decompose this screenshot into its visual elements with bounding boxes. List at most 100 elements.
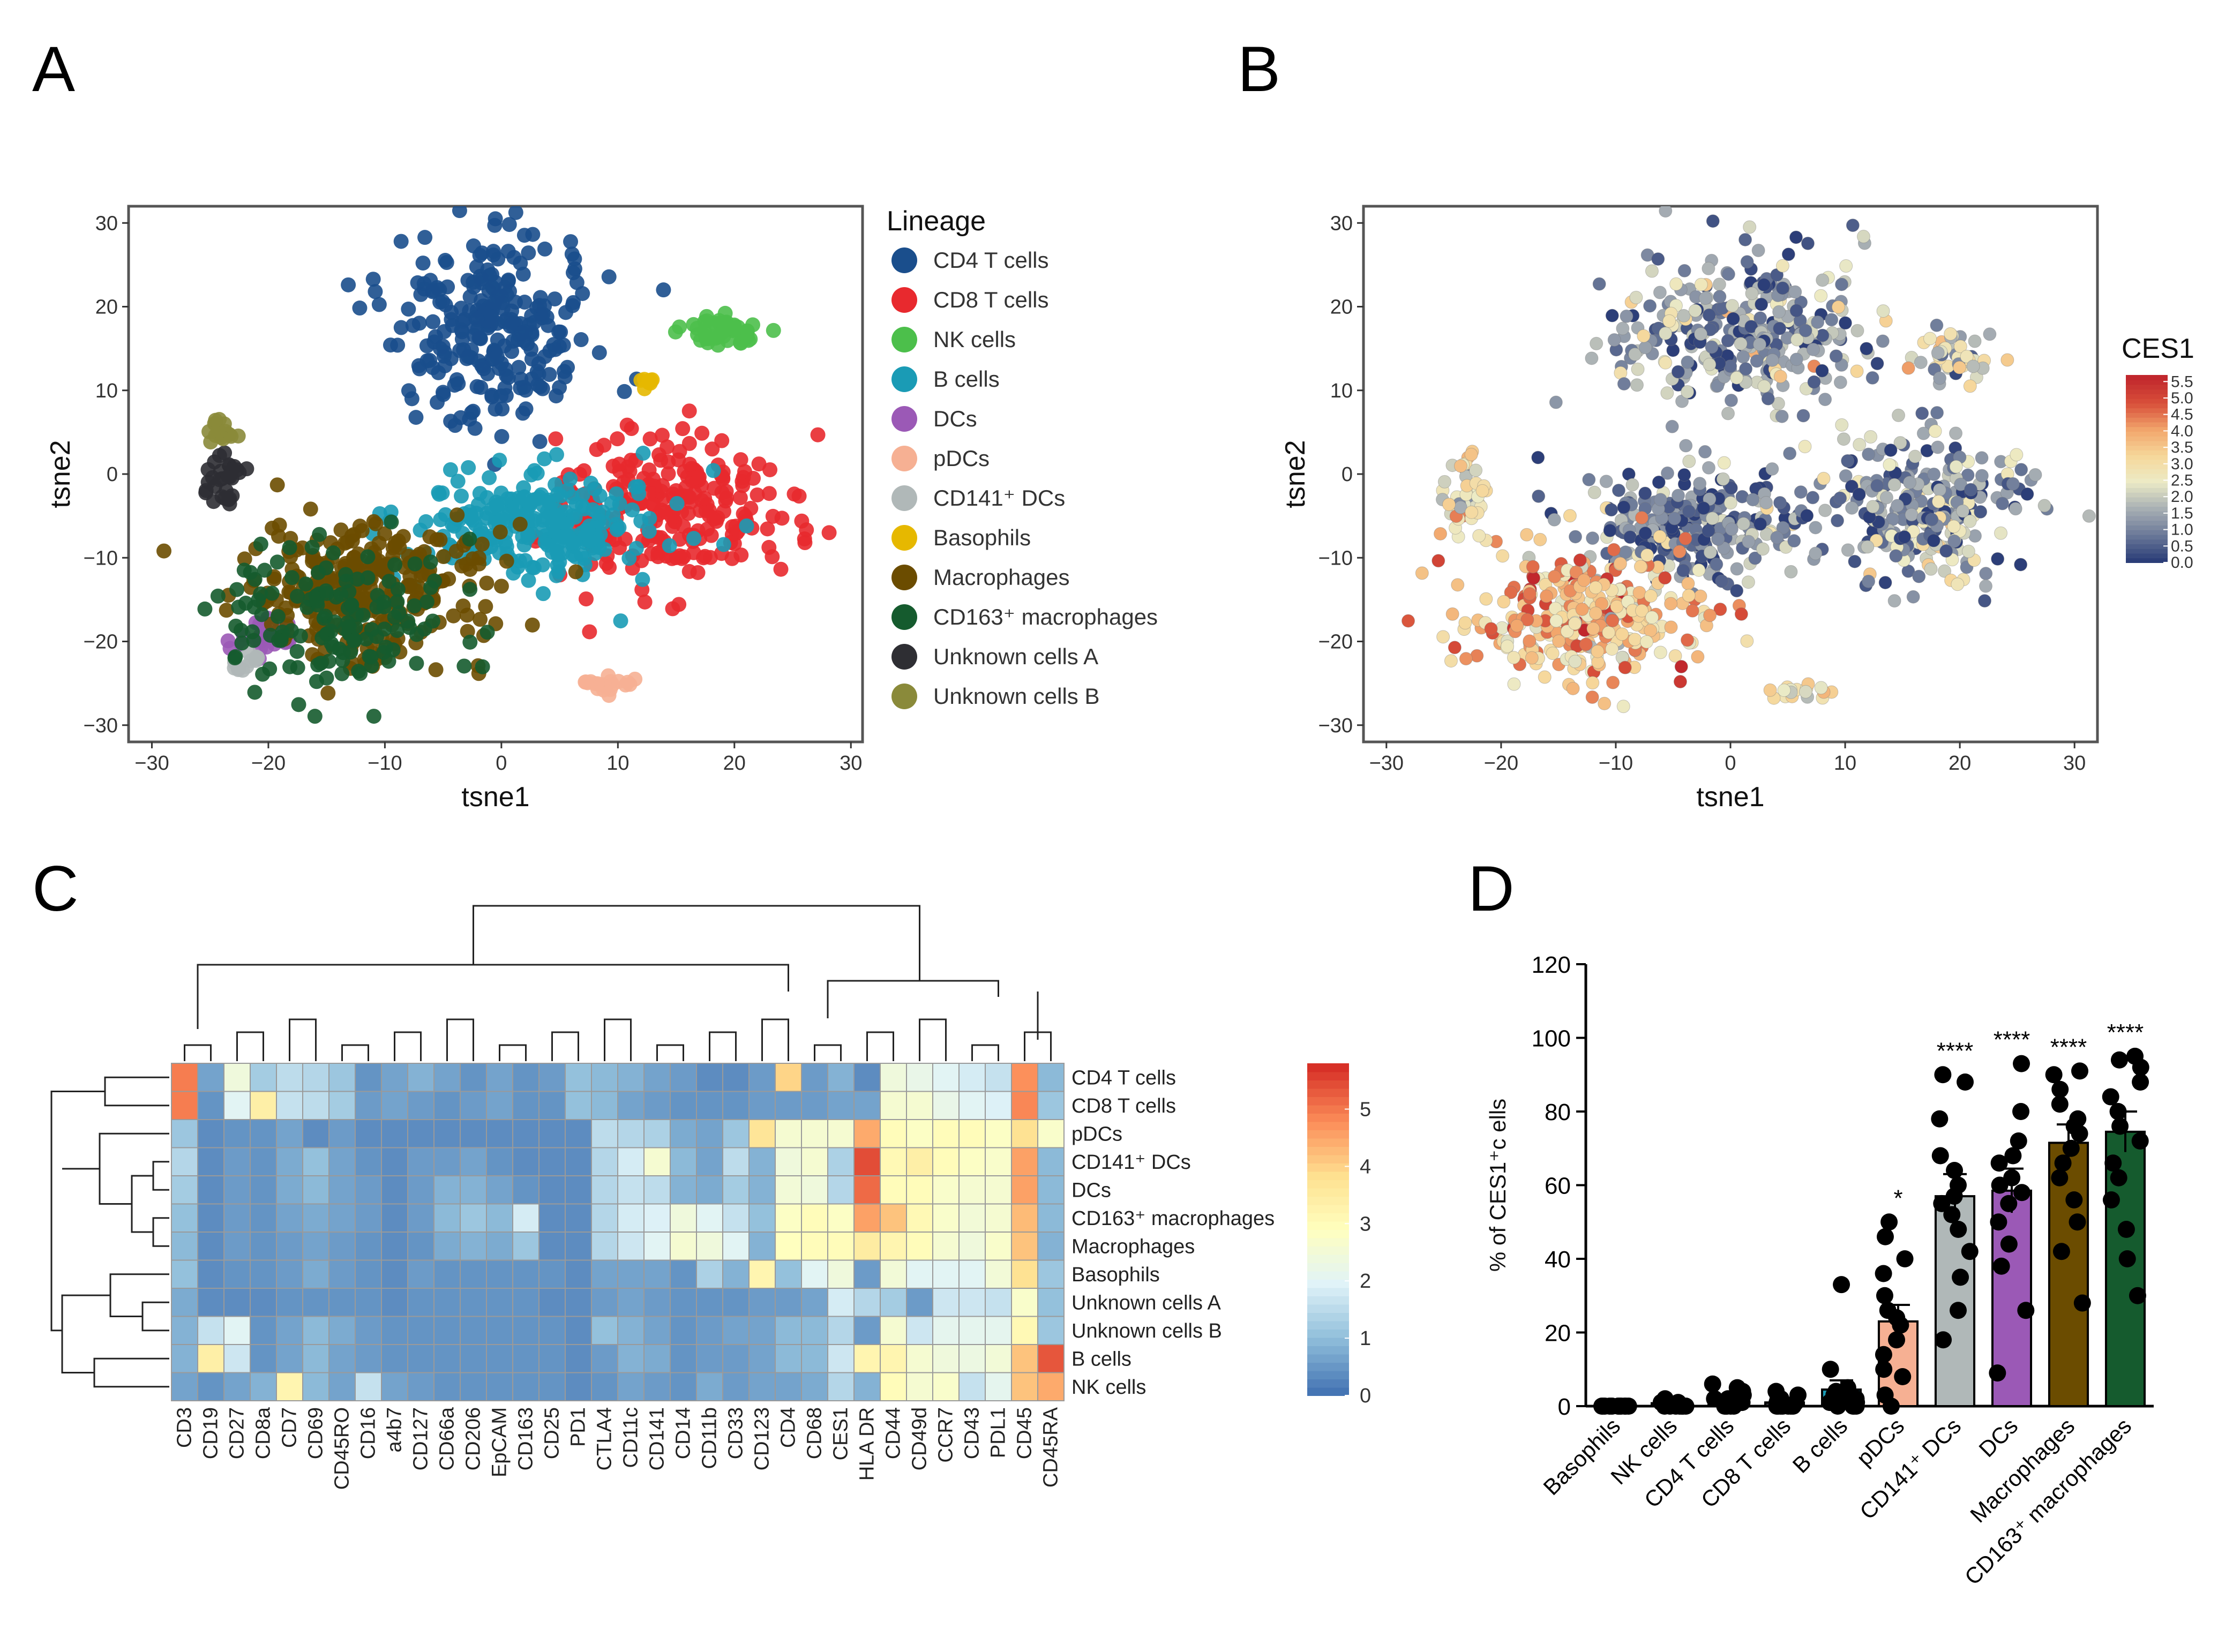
data-point <box>565 489 580 505</box>
heatmap-cell <box>1037 1288 1065 1317</box>
data-point <box>1861 540 1875 554</box>
heatmap-cell <box>171 1344 198 1373</box>
data-point <box>1742 535 1756 549</box>
data-point <box>1547 513 1561 527</box>
data-point <box>1703 545 1717 559</box>
data-point <box>448 544 464 559</box>
data-point <box>1451 578 1465 592</box>
colorbar-step <box>2126 515 2168 521</box>
colorbar-tick-label: 3.0 <box>2171 455 2193 473</box>
colorbar-step <box>1307 1296 1349 1305</box>
heatmap-cell <box>302 1372 329 1401</box>
colorbar-step <box>1307 1204 1349 1213</box>
heatmap-cell <box>985 1259 1012 1289</box>
colorbar-step <box>2126 384 2168 390</box>
data-point <box>1848 554 1862 568</box>
data-point <box>797 535 813 551</box>
data-point <box>1968 334 1982 348</box>
data-point <box>1864 430 1878 444</box>
data-point <box>1887 478 1901 492</box>
heatmap-cell <box>827 1316 855 1345</box>
heatmap-cell <box>775 1259 802 1289</box>
data-point <box>1721 267 1735 281</box>
heatmap-cell <box>958 1119 986 1148</box>
colorbar-tick-label: 2.5 <box>2171 471 2193 489</box>
data-point <box>1617 377 1631 391</box>
data-point <box>371 297 387 312</box>
data-point <box>371 535 387 551</box>
heatmap-cell <box>171 1175 198 1205</box>
data-point <box>479 575 494 591</box>
data-point <box>461 460 476 475</box>
panel-letter-a: A <box>32 33 75 105</box>
panel-a-xtick-label: 10 <box>606 752 629 775</box>
data-point <box>391 533 406 549</box>
heatmap-cell <box>512 1091 539 1120</box>
data-point <box>1617 500 1631 514</box>
data-point <box>1954 477 1968 491</box>
data-point <box>1603 523 1617 537</box>
colorbar-step <box>2126 478 2168 484</box>
data-point <box>532 434 548 449</box>
data-point <box>691 469 707 485</box>
panel-b-x-axis-label: tsne1 <box>1696 782 1764 813</box>
data-point <box>1526 571 1540 585</box>
panel-c-heatmap: CD4 T cells CD8 T cells pDCs CD141⁺ DCs DCs C… <box>50 905 1371 1490</box>
heatmap-cell <box>880 1372 907 1401</box>
data-point <box>1991 1176 2009 1194</box>
data-point <box>1681 385 1695 399</box>
data-point <box>558 305 574 320</box>
heatmap-cell <box>696 1344 723 1373</box>
category-label-cd141-plus-dcs: CD141⁺ DCs <box>1855 1413 1966 1524</box>
panel-a-ytick-label: −30 <box>84 715 118 737</box>
legend-label-cd4-t-cells: CD4 T cells <box>933 247 1049 273</box>
heatmap-cell <box>670 1372 697 1401</box>
data-point <box>2028 468 2042 482</box>
heatmap-cell <box>407 1091 434 1120</box>
data-point <box>1772 305 1786 319</box>
data-point <box>1644 589 1658 603</box>
data-point <box>1448 641 1462 655</box>
heatmap-cell <box>775 1175 802 1205</box>
data-point <box>635 572 650 587</box>
heatmap-cell <box>853 1203 881 1233</box>
data-point <box>506 565 521 581</box>
data-point <box>1677 468 1691 482</box>
data-point <box>1629 290 1643 304</box>
legend-label-unknown-cells-a: Unknown cells A <box>933 644 1098 669</box>
data-point <box>247 572 263 587</box>
data-point <box>484 309 499 325</box>
data-point <box>1801 236 1815 250</box>
data-point <box>247 685 263 700</box>
heatmap-cell <box>775 1232 802 1261</box>
heatmap-cell <box>985 1316 1012 1345</box>
data-point <box>1533 532 1547 546</box>
data-point <box>524 617 540 633</box>
heatmap-cell <box>775 1147 802 1176</box>
data-point <box>724 551 740 566</box>
colorbar-step <box>1307 1387 1349 1396</box>
data-point <box>1947 534 1961 548</box>
heatmap-cell <box>302 1288 329 1317</box>
heatmap-cell <box>381 1175 408 1205</box>
data-point <box>707 480 722 496</box>
panel-a-legend: Lineage CD4 T cells CD8 T cells NK cells B c… <box>887 206 1158 709</box>
data-point <box>518 382 534 398</box>
data-point <box>1950 1176 1967 1194</box>
data-point <box>1525 651 1539 665</box>
heatmap-cell <box>801 1119 828 1148</box>
data-point <box>2010 448 2024 462</box>
data-point <box>370 588 385 603</box>
heatmap-col-label-cd7: CD7 <box>279 1407 301 1448</box>
data-point <box>617 384 632 399</box>
colorbar-tick-label: 5 <box>1360 1099 1371 1121</box>
data-point <box>1845 1398 1863 1415</box>
ytick-label: 20 <box>1545 1320 1571 1347</box>
data-point <box>401 302 416 317</box>
heatmap-cell <box>407 1259 434 1289</box>
heatmap-cell <box>696 1372 723 1401</box>
heatmap-cell <box>985 1119 1012 1148</box>
data-point <box>1711 532 1725 546</box>
data-point <box>1831 514 1845 528</box>
data-point <box>404 391 419 407</box>
